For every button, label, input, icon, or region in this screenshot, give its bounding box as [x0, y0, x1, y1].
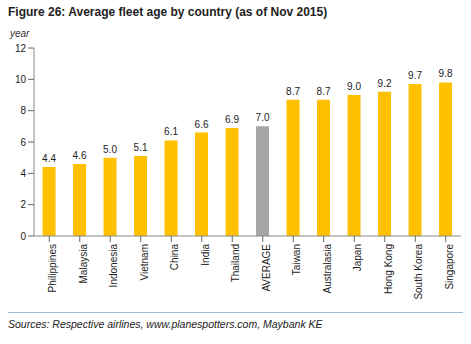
svg-text:7.0: 7.0 — [256, 112, 270, 123]
svg-text:6.6: 6.6 — [195, 119, 209, 130]
svg-text:Japan: Japan — [352, 244, 363, 271]
svg-text:6.9: 6.9 — [225, 114, 239, 125]
svg-text:Australasia: Australasia — [322, 244, 333, 294]
svg-text:Malaysia: Malaysia — [78, 244, 89, 284]
svg-text:South Korea: South Korea — [413, 244, 424, 300]
svg-text:4: 4 — [20, 168, 26, 179]
svg-text:8.7: 8.7 — [317, 86, 331, 97]
html-text:year: year — [10, 28, 30, 39]
svg-text:5.1: 5.1 — [134, 142, 148, 153]
svg-text:9.8: 9.8 — [439, 68, 453, 79]
svg-text:India: India — [200, 244, 211, 266]
svg-text:9.7: 9.7 — [408, 70, 422, 81]
svg-text:8.7: 8.7 — [286, 86, 300, 97]
svg-text:Philippines: Philippines — [47, 244, 58, 292]
svg-text:4.4: 4.4 — [42, 153, 56, 164]
svg-text:Hong Kong: Hong Kong — [383, 244, 394, 294]
svg-text:Taiwan: Taiwan — [291, 244, 302, 275]
svg-text:China: China — [169, 244, 180, 271]
svg-text:9.2: 9.2 — [378, 78, 392, 89]
html-text:Figure 26: Average fleet age b: Figure 26: Average fleet age by country … — [8, 5, 328, 19]
svg-text:4.6: 4.6 — [73, 150, 87, 161]
svg-text:Singapore: Singapore — [444, 244, 455, 290]
svg-text:8: 8 — [20, 105, 26, 116]
svg-text:6.1: 6.1 — [164, 126, 178, 137]
svg-text:AVERAGE: AVERAGE — [261, 244, 272, 292]
svg-text:Vietnam: Vietnam — [139, 244, 150, 281]
svg-text:9.0: 9.0 — [347, 81, 361, 92]
svg-text:2: 2 — [20, 199, 26, 210]
svg-text:6: 6 — [20, 137, 26, 148]
svg-text:Indonesia: Indonesia — [108, 244, 119, 288]
html-text:Sources: Respective airlines,: Sources: Respective airlines, www.planes… — [8, 318, 323, 330]
svg-text:12: 12 — [15, 43, 27, 54]
svg-text:0: 0 — [20, 231, 26, 242]
svg-text:5.0: 5.0 — [103, 144, 117, 155]
svg-text:10: 10 — [15, 74, 27, 85]
svg-text:Thailand: Thailand — [230, 244, 241, 282]
